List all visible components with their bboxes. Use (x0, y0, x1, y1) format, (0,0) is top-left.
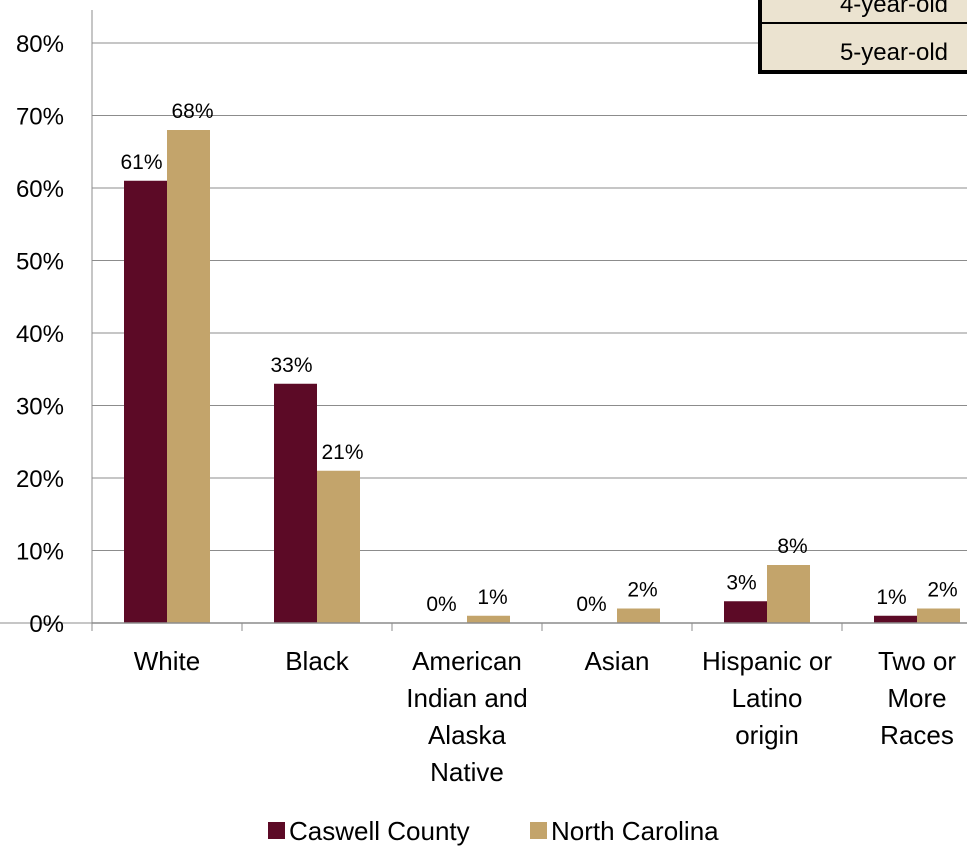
legend-label: North Carolina (551, 816, 719, 846)
y-tick-label: 40% (16, 321, 64, 348)
data-label: 68% (171, 100, 213, 123)
data-label: 0% (426, 593, 456, 616)
legend: Caswell County North Carolina (268, 816, 719, 846)
y-tick-labels: 0% 10% 20% 30% 40% 50% 60% 70% 80% (16, 31, 64, 638)
y-tick-label: 10% (16, 539, 64, 566)
bar (874, 615, 917, 623)
y-tick-label: 20% (16, 466, 64, 493)
category-label: Black (285, 646, 350, 676)
category-label: American (412, 646, 522, 676)
data-label: 8% (777, 535, 807, 558)
inset-table-cell: 5-year-old (840, 39, 948, 66)
inset-table-frame (758, 0, 967, 74)
data-label: 61% (120, 151, 162, 174)
bar (317, 470, 360, 623)
category-labels: White Black American Indian and Alaska Native… (134, 646, 957, 787)
y-tick-label: 80% (16, 31, 64, 58)
legend-swatch (530, 822, 547, 839)
data-label: 3% (726, 571, 756, 594)
bar (767, 565, 810, 623)
category-label: origin (735, 720, 799, 750)
data-label: 2% (627, 579, 657, 602)
inset-table-cell: 4-year-old (840, 0, 948, 18)
data-label: 0% (576, 593, 606, 616)
category-label: Two or (878, 646, 956, 676)
y-tick-label: 70% (16, 104, 64, 131)
data-label: 1% (477, 586, 507, 609)
category-label: White (134, 646, 200, 676)
data-label: 33% (270, 354, 312, 377)
bar (617, 608, 660, 623)
y-tick-label: 30% (16, 394, 64, 421)
category-label: Latino (732, 683, 803, 713)
category-label: More (887, 683, 946, 713)
bar (274, 383, 317, 623)
y-tick-label: 60% (16, 176, 64, 203)
legend-label: Caswell County (289, 816, 470, 846)
legend-swatch (268, 822, 285, 839)
bar (467, 615, 510, 623)
category-label: Alaska (428, 720, 507, 750)
data-label: 2% (927, 579, 957, 602)
y-tick-label: 0% (29, 611, 64, 638)
category-label: Races (880, 720, 954, 750)
data-label: 1% (876, 586, 906, 609)
bar (917, 608, 960, 623)
inset-table: 4-year-old 5-year-old (758, 0, 967, 74)
data-label: 21% (321, 441, 363, 464)
axes (0, 10, 967, 631)
bar (724, 601, 767, 623)
category-label: Native (430, 757, 504, 787)
y-tick-label: 50% (16, 249, 64, 276)
bars (124, 130, 960, 623)
gridlines (92, 42, 967, 551)
bar (124, 180, 167, 623)
category-label: Asian (584, 646, 649, 676)
data-labels: 61% 33% 0% 0% 3% 1% 68% 21% 1% 2% 8% 2% (120, 100, 957, 616)
bar (167, 130, 210, 623)
category-label: Hispanic or (702, 646, 832, 676)
category-label: Indian and (406, 683, 527, 713)
